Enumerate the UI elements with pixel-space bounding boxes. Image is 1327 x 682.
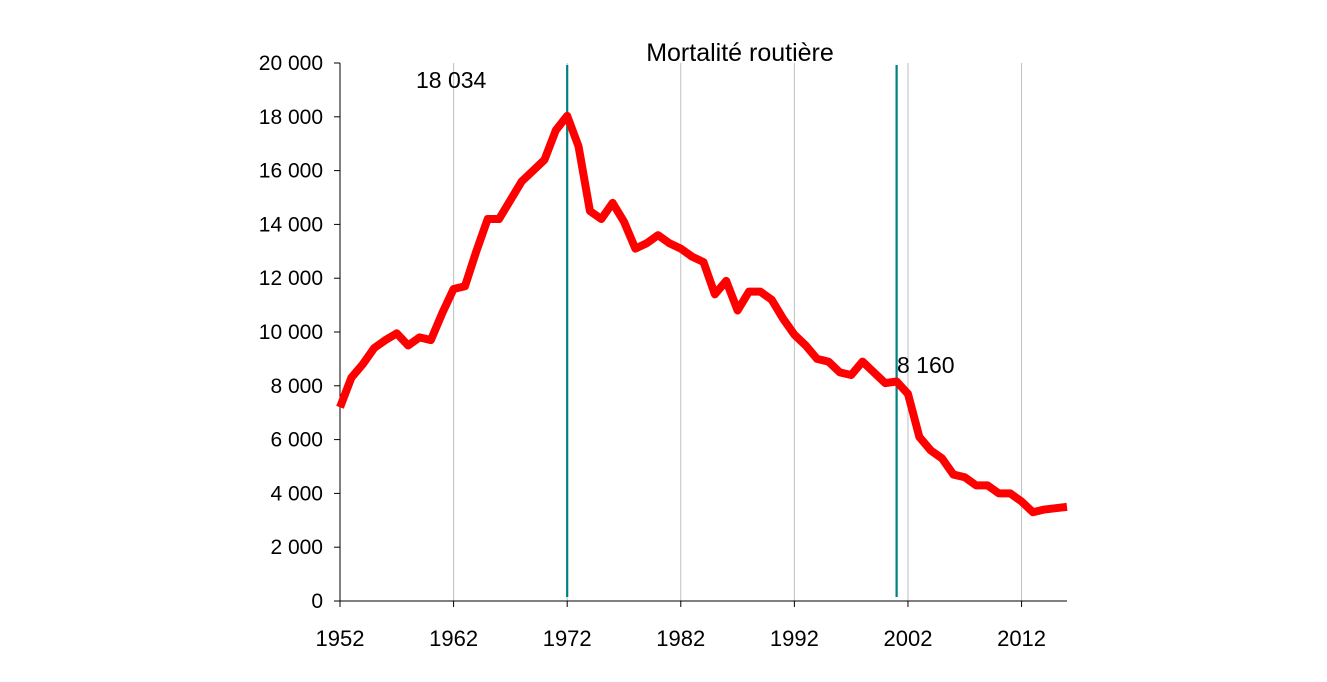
x-tick-label: 1962 [429, 626, 478, 651]
x-axis-ticks: 1952 1962 1972 1982 1992 2002 2012 [316, 601, 1046, 651]
x-tick-label: 2012 [997, 626, 1046, 651]
y-tick-label: 10 000 [259, 321, 323, 344]
axes [339, 63, 1067, 602]
y-tick-label: 8 000 [270, 375, 323, 398]
y-tick-label: 16 000 [259, 160, 323, 183]
x-tick-label: 2002 [883, 626, 932, 651]
y-tick-label: 12 000 [259, 267, 323, 290]
reference-lines [566, 65, 898, 597]
y-tick-label: 18 000 [259, 106, 323, 129]
vertical-gridlines [453, 63, 1023, 601]
annotation-2001: 8 160 [897, 352, 955, 378]
y-tick-label: 20 000 [259, 52, 323, 75]
x-tick-label: 1982 [656, 626, 705, 651]
annotation-peak: 18 034 [416, 67, 487, 93]
series-line [336, 111, 1068, 517]
y-tick-label: 4 000 [270, 482, 323, 505]
y-tick-label: 2 000 [270, 536, 323, 559]
y-axis-ticks: 0 2 000 4 000 6 000 8 000 10 000 12 000 14 000 1… [259, 52, 340, 613]
x-tick-label: 1952 [316, 626, 365, 651]
series-lines [336, 111, 1068, 517]
x-tick-label: 1992 [770, 626, 819, 651]
x-tick-label: 1972 [543, 626, 592, 651]
y-tick-label: 14 000 [259, 213, 323, 236]
y-tick-label: 6 000 [270, 429, 323, 452]
y-tick-label: 0 [311, 590, 323, 613]
chart-title: Mortalité routière [646, 39, 834, 67]
